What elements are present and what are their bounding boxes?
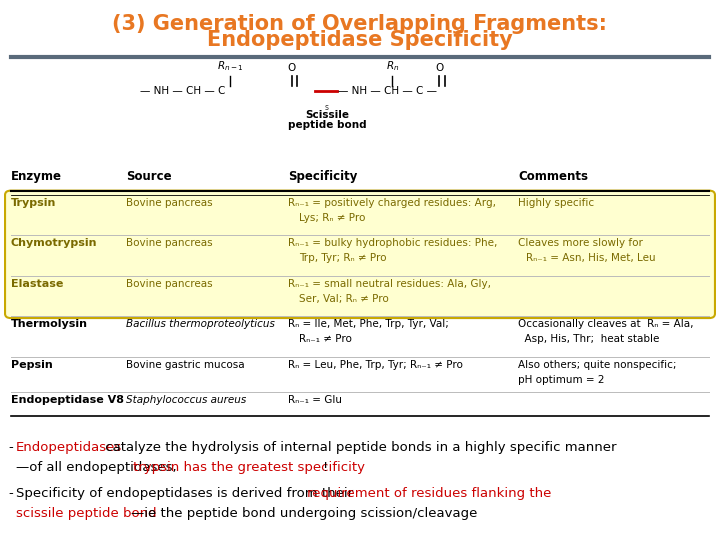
Text: pH optimum = 2: pH optimum = 2	[518, 375, 605, 385]
Text: Lys; Rₙ ≠ Pro: Lys; Rₙ ≠ Pro	[299, 213, 365, 223]
Text: Specificity: Specificity	[288, 170, 357, 183]
FancyBboxPatch shape	[5, 191, 715, 318]
Text: O: O	[287, 63, 296, 73]
Text: Elastase: Elastase	[11, 279, 63, 289]
Text: Bovine pancreas: Bovine pancreas	[126, 198, 212, 208]
Text: Rₙ₋₁ = positively charged residues: Arg,: Rₙ₋₁ = positively charged residues: Arg,	[288, 198, 496, 208]
Text: Staphylococcus aureus: Staphylococcus aureus	[126, 395, 246, 405]
Text: Endopeptidase Specificity: Endopeptidase Specificity	[207, 30, 513, 50]
Text: Endopeptidases: Endopeptidases	[16, 441, 122, 454]
Text: Enzyme: Enzyme	[11, 170, 62, 183]
Text: trypsin has the greatest specificity: trypsin has the greatest specificity	[133, 461, 365, 474]
Text: -: -	[9, 487, 14, 500]
Text: Rₙ₋₁ = bulky hydrophobic residues: Phe,: Rₙ₋₁ = bulky hydrophobic residues: Phe,	[288, 238, 498, 248]
Text: Trp, Tyr; Rₙ ≠ Pro: Trp, Tyr; Rₙ ≠ Pro	[299, 253, 387, 264]
Text: —ie the peptide bond undergoing scission/cleavage: —ie the peptide bond undergoing scission…	[131, 507, 477, 520]
Text: !: !	[323, 461, 328, 474]
Text: Bovine gastric mucosa: Bovine gastric mucosa	[126, 360, 245, 370]
Text: Chymotrypsin: Chymotrypsin	[11, 238, 97, 248]
Text: Cleaves more slowly for: Cleaves more slowly for	[518, 238, 643, 248]
Text: (3) Generation of Overlapping Fragments:: (3) Generation of Overlapping Fragments:	[112, 14, 608, 33]
Text: Rₙ₋₁ = Glu: Rₙ₋₁ = Glu	[288, 395, 342, 405]
Text: Ser, Val; Rₙ ≠ Pro: Ser, Val; Rₙ ≠ Pro	[299, 294, 389, 304]
Text: Rₙ = Leu, Phe, Trp, Tyr; Rₙ₋₁ ≠ Pro: Rₙ = Leu, Phe, Trp, Tyr; Rₙ₋₁ ≠ Pro	[288, 360, 463, 370]
Text: Thermolysin: Thermolysin	[11, 319, 88, 329]
Text: Rₙ = Ile, Met, Phe, Trp, Tyr, Val;: Rₙ = Ile, Met, Phe, Trp, Tyr, Val;	[288, 319, 449, 329]
Text: Also others; quite nonspecific;: Also others; quite nonspecific;	[518, 360, 677, 370]
Text: Bovine pancreas: Bovine pancreas	[126, 279, 212, 289]
Text: Bacillus thermoproteolyticus: Bacillus thermoproteolyticus	[126, 319, 275, 329]
Text: Bovine pancreas: Bovine pancreas	[126, 238, 212, 248]
Text: Asp, His, Thr;  heat stable: Asp, His, Thr; heat stable	[518, 334, 660, 345]
Text: Rₙ₋₁ = small neutral residues: Ala, Gly,: Rₙ₋₁ = small neutral residues: Ala, Gly,	[288, 279, 491, 289]
Text: Endopeptidase V8: Endopeptidase V8	[11, 395, 124, 405]
Text: Comments: Comments	[518, 170, 588, 183]
Text: —of all endopeptidases,: —of all endopeptidases,	[16, 461, 181, 474]
Text: scissile peptide bond: scissile peptide bond	[16, 507, 156, 520]
Text: — NH — CH — C —: — NH — CH — C —	[338, 86, 438, 96]
Text: peptide bond: peptide bond	[288, 120, 367, 131]
Text: -: -	[9, 441, 14, 454]
Text: $R_{n-1}$: $R_{n-1}$	[217, 59, 244, 73]
Text: Highly specific: Highly specific	[518, 198, 595, 208]
Text: s: s	[324, 103, 328, 112]
Text: O: O	[435, 63, 444, 73]
Text: Scissile: Scissile	[305, 110, 350, 120]
Text: Source: Source	[126, 170, 171, 183]
Text: Pepsin: Pepsin	[11, 360, 53, 370]
Text: Rₙ₋₁ ≠ Pro: Rₙ₋₁ ≠ Pro	[299, 334, 351, 345]
Text: requirement of residues flanking the: requirement of residues flanking the	[307, 487, 552, 500]
Text: Trypsin: Trypsin	[11, 198, 56, 208]
Text: Occasionally cleaves at  Rₙ = Ala,: Occasionally cleaves at Rₙ = Ala,	[518, 319, 694, 329]
Text: — NH — CH — C: — NH — CH — C	[140, 86, 226, 96]
Text: Rₙ₋₁ = Asn, His, Met, Leu: Rₙ₋₁ = Asn, His, Met, Leu	[526, 253, 655, 264]
Text: Specificity of endopeptidases is derived from their: Specificity of endopeptidases is derived…	[16, 487, 357, 500]
Text: $R_{n}$: $R_{n}$	[386, 59, 399, 73]
Text: catalyze the hydrolysis of internal peptide bonds in a highly specific manner: catalyze the hydrolysis of internal pept…	[101, 441, 616, 454]
